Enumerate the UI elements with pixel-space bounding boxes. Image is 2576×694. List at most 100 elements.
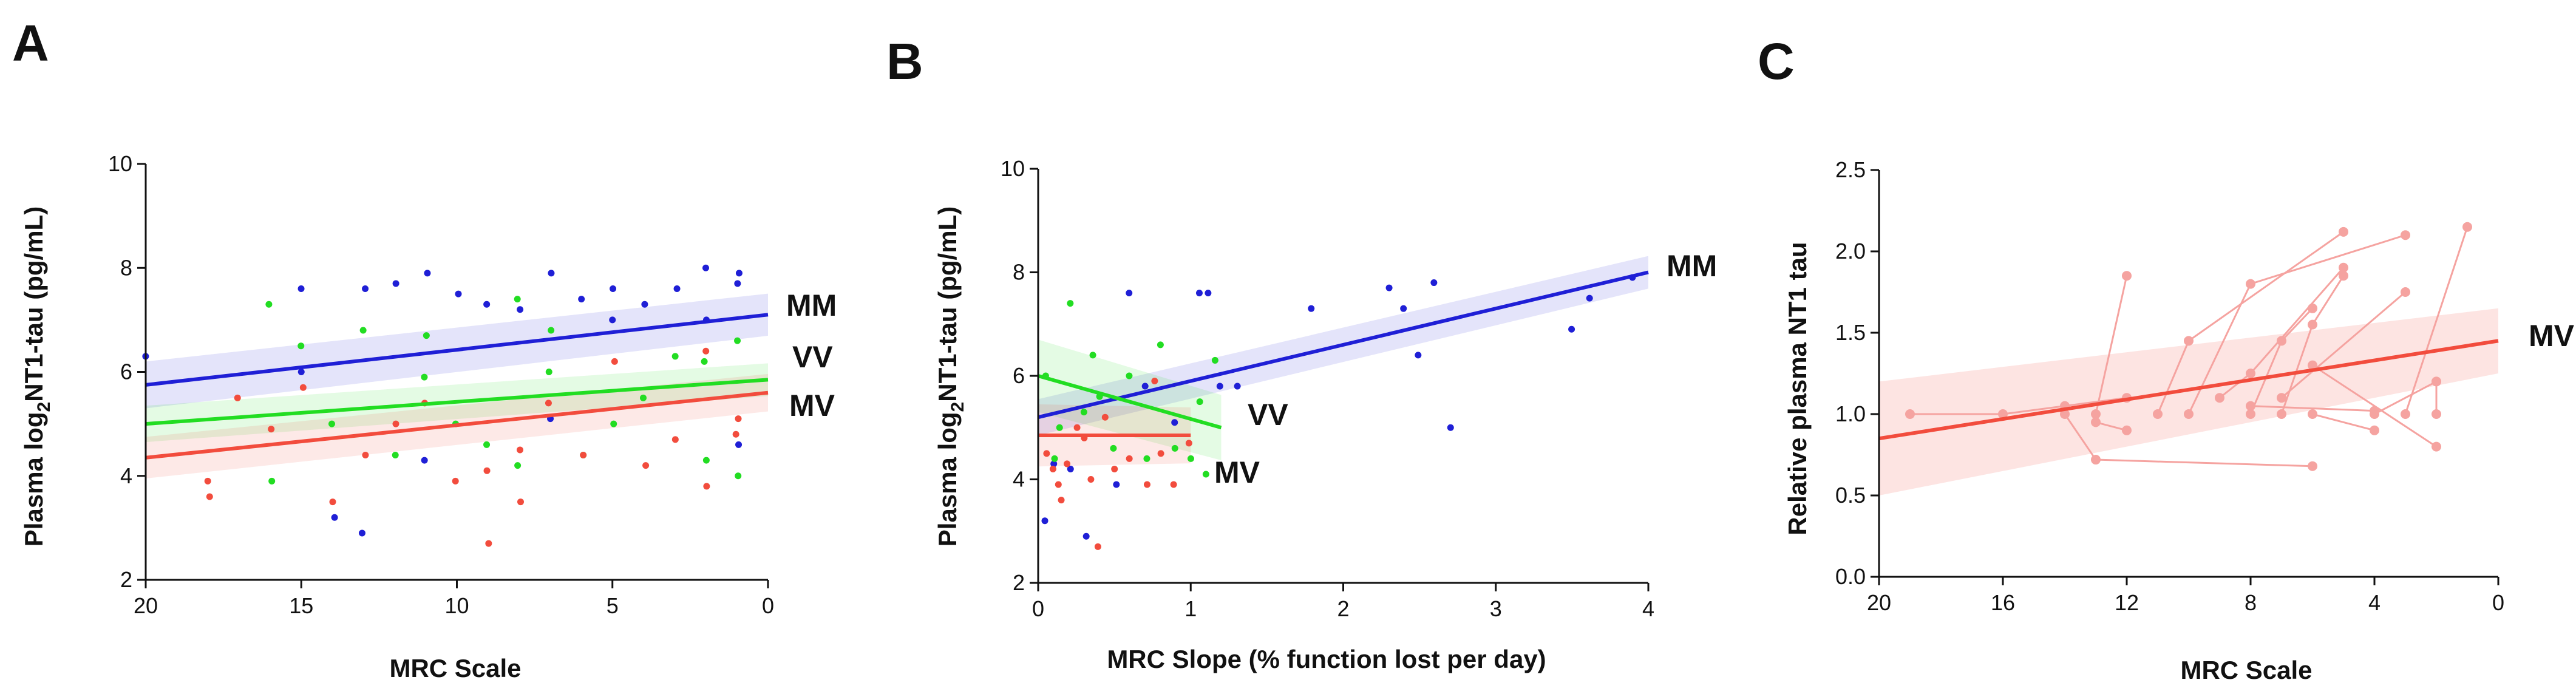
panel-a-point-mm bbox=[578, 296, 585, 303]
panel-b-point-mm bbox=[1195, 290, 1203, 297]
panel-c-fit-line-mv bbox=[1878, 339, 2499, 441]
panel-c-trajectory-point bbox=[2370, 409, 2379, 419]
panel-b-point-mm bbox=[1050, 460, 1058, 468]
panel-c-y-tick-label: 1.0 bbox=[1835, 401, 1866, 426]
panel-a-y-title-suffix: NT1-tau (pg/mL) bbox=[19, 206, 48, 402]
panel-a-fit-lines bbox=[145, 313, 769, 460]
panel-c-trajectory-point bbox=[2308, 303, 2317, 313]
panel-b-point-mm bbox=[1400, 305, 1407, 312]
panel-a-point-mv bbox=[234, 394, 241, 401]
panel-a-x-axis-title: MRC Scale bbox=[389, 654, 521, 682]
panel-b-point-mv bbox=[1185, 440, 1192, 447]
panel-c-trajectory-point bbox=[2277, 409, 2286, 419]
panel-a-point-mm bbox=[297, 369, 305, 375]
panel-b-y-tick-label: 2 bbox=[1013, 570, 1025, 595]
panel-b-point-vv bbox=[1051, 455, 1058, 462]
panel-b-point-mv bbox=[1111, 465, 1118, 472]
panel-a-y-tick-label: 2 bbox=[120, 567, 132, 592]
panel-a-point-mv bbox=[329, 498, 336, 506]
panel-a-point-mv bbox=[702, 347, 710, 355]
panel-a-point-mm bbox=[483, 301, 491, 308]
panel-c-trajectory-point bbox=[2370, 425, 2379, 435]
panel-a-point-vv bbox=[548, 327, 555, 334]
panel-c-x-axis-title: MRC Scale bbox=[2180, 656, 2312, 684]
panel-b-point-mm bbox=[1568, 325, 1575, 333]
panel-a-point-vv bbox=[702, 457, 710, 464]
panel-a-fit-line-mm bbox=[145, 313, 769, 387]
panel-b-point-vv bbox=[1171, 444, 1178, 452]
panel-a-y-axis-title: Plasma log2NT1-tau (pg/mL) bbox=[19, 206, 54, 546]
panel-a-point-mm bbox=[641, 301, 648, 308]
panel-c-y-tick-label: 2.0 bbox=[1835, 239, 1866, 264]
panel-c-trajectory-point bbox=[2432, 376, 2441, 387]
panel-a-point-vv bbox=[514, 462, 522, 469]
panel-c-trajectory-line bbox=[2312, 413, 2375, 432]
panel-c-trajectory-point bbox=[2091, 417, 2101, 427]
panel-b-point-mv bbox=[1043, 450, 1050, 457]
panel-a-point-vv bbox=[392, 452, 399, 458]
panel-c-x-tick-label: 8 bbox=[2245, 590, 2257, 615]
panel-c-label-mv: MV bbox=[2529, 319, 2575, 353]
panel-a-point-mm bbox=[517, 306, 524, 313]
panel-b-point-mm bbox=[1067, 465, 1074, 472]
panel-a-point-vv bbox=[735, 472, 742, 480]
panel-b-point-mm bbox=[1216, 383, 1223, 390]
panel-c-y-tick-label: 2.5 bbox=[1835, 157, 1866, 182]
panel-a-point-mm bbox=[455, 290, 462, 298]
panel-a-y-title-prefix: Plasma log bbox=[19, 412, 48, 546]
panel-a-x-tick-label: 15 bbox=[289, 593, 313, 618]
panel-a-label-vv: VV bbox=[792, 340, 833, 374]
panel-b-point-mm bbox=[1126, 290, 1133, 297]
panel-b-fit-lines bbox=[1038, 270, 1649, 438]
panel-b-point-vv bbox=[1157, 341, 1164, 349]
panel-a-point-mm bbox=[331, 514, 338, 521]
panel-a-point-mv bbox=[452, 477, 459, 485]
panel-a-point-mm bbox=[358, 529, 365, 537]
panel-a-point-vv bbox=[265, 301, 273, 308]
panel-a-point-mv bbox=[703, 483, 710, 490]
panel-b-point-mm bbox=[1586, 294, 1593, 302]
panel-c-x-tick-label: 4 bbox=[2368, 590, 2381, 615]
panel-c-fit-line bbox=[1878, 339, 2499, 441]
panel-b-point-mv bbox=[1058, 497, 1065, 504]
panel-c-trajectory-point bbox=[2060, 409, 2070, 419]
panel-a-x-tick-label: 5 bbox=[607, 593, 619, 618]
panel-a-point-vv bbox=[423, 332, 430, 339]
panel-letter-a: A bbox=[12, 15, 49, 72]
panel-c-y-axis-title: Relative plasma NT1 tau bbox=[1783, 242, 1812, 535]
panel-b-label-mm: MM bbox=[1667, 249, 1717, 283]
panel-a-point-mm bbox=[734, 280, 741, 287]
panel-a-point-mm bbox=[610, 285, 617, 292]
panel-b-point-mv bbox=[1143, 481, 1150, 488]
panel-b-x-tick-label: 3 bbox=[1490, 596, 1502, 621]
panel-b-point-mm bbox=[1082, 532, 1090, 540]
panel-b-point-mv bbox=[1049, 465, 1056, 472]
panel-a-point-mv bbox=[206, 493, 213, 500]
panel-a-point-mv bbox=[517, 446, 523, 454]
panel-c-trajectory-point bbox=[1998, 409, 2008, 419]
panel-a-x-tick-label: 10 bbox=[444, 593, 469, 618]
panel-letter-b: B bbox=[886, 33, 923, 90]
panel-b-y-tick-label: 4 bbox=[1013, 467, 1025, 492]
panel-c-trajectory-point bbox=[2246, 279, 2255, 289]
panel-a-point-mv bbox=[299, 384, 307, 391]
panel-a-point-vv bbox=[483, 441, 491, 448]
panel-a-point-vv bbox=[328, 420, 335, 427]
panel-a-point-vv bbox=[514, 296, 521, 303]
panel-b-point-mm bbox=[1308, 305, 1315, 312]
panel-a-point-mv bbox=[483, 467, 491, 474]
panel-b-point-mv bbox=[1101, 413, 1109, 421]
panel-a-point-vv bbox=[610, 420, 617, 427]
panel-b-point-vv bbox=[1187, 455, 1194, 462]
panel-letter-c: C bbox=[1758, 33, 1795, 90]
panel-c-trajectory-point bbox=[2246, 401, 2255, 411]
panel-a-point-vv bbox=[421, 373, 428, 381]
panel-b-point-mv bbox=[1157, 450, 1164, 457]
panel-b-point-mv bbox=[1126, 455, 1133, 462]
panel-c-confidence-band bbox=[1879, 308, 2498, 495]
panel-b-point-mm bbox=[1141, 383, 1149, 390]
panel-a-point-vv bbox=[359, 327, 367, 334]
panel-c-trajectory-point bbox=[2401, 230, 2410, 240]
panel-b-chart: 0 1 2 3 4 2 4 6 8 10 MRC Slope (% function lost p… bbox=[933, 156, 1717, 673]
